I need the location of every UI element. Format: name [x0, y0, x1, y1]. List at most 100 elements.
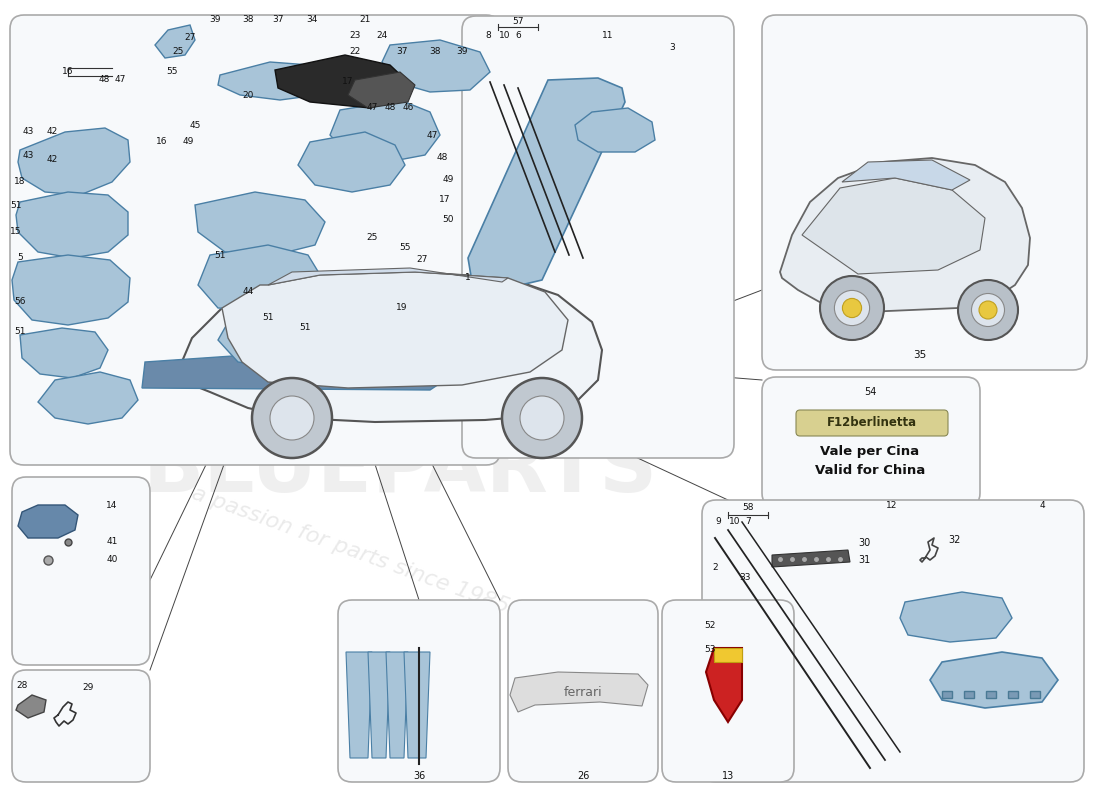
Polygon shape — [368, 652, 390, 758]
Text: 40: 40 — [107, 555, 118, 565]
FancyBboxPatch shape — [796, 410, 948, 436]
Text: 41: 41 — [107, 538, 118, 546]
Polygon shape — [155, 25, 195, 58]
Polygon shape — [386, 652, 408, 758]
Text: 27: 27 — [185, 34, 196, 42]
Text: 47: 47 — [427, 130, 438, 139]
Polygon shape — [275, 55, 408, 108]
Text: 21: 21 — [360, 15, 371, 25]
Polygon shape — [175, 272, 602, 422]
Text: 47: 47 — [366, 103, 377, 113]
Text: 37: 37 — [396, 47, 408, 57]
Circle shape — [520, 396, 564, 440]
Text: 26: 26 — [576, 771, 590, 781]
Text: 54: 54 — [864, 387, 877, 397]
Text: 45: 45 — [189, 121, 200, 130]
Text: 19: 19 — [396, 303, 408, 313]
Circle shape — [958, 280, 1018, 340]
Text: 25: 25 — [366, 234, 377, 242]
Bar — [942, 691, 952, 698]
Circle shape — [270, 396, 314, 440]
Text: 5: 5 — [18, 254, 23, 262]
Text: 20: 20 — [242, 90, 254, 99]
Text: Vale per Cina: Vale per Cina — [821, 446, 920, 458]
Text: 7: 7 — [745, 518, 751, 526]
Polygon shape — [842, 160, 970, 190]
FancyBboxPatch shape — [762, 15, 1087, 370]
Circle shape — [502, 378, 582, 458]
Polygon shape — [218, 62, 330, 100]
Polygon shape — [802, 178, 984, 274]
Text: 57: 57 — [513, 18, 524, 26]
Polygon shape — [930, 652, 1058, 708]
Text: 39: 39 — [209, 15, 221, 25]
Bar — [986, 691, 996, 698]
Polygon shape — [222, 272, 568, 388]
Text: 28: 28 — [16, 681, 28, 690]
Polygon shape — [404, 652, 430, 758]
Text: 36: 36 — [412, 771, 425, 781]
Text: 48: 48 — [384, 103, 396, 113]
Text: 10: 10 — [499, 30, 510, 39]
Bar — [964, 691, 974, 698]
Polygon shape — [780, 158, 1030, 312]
Text: F12berlinetta: F12berlinetta — [827, 417, 917, 430]
Text: 1: 1 — [465, 274, 471, 282]
Text: 43: 43 — [22, 150, 34, 159]
Text: Valid for China: Valid for China — [815, 463, 925, 477]
FancyBboxPatch shape — [338, 600, 500, 782]
Text: 8: 8 — [485, 30, 491, 39]
Text: 48: 48 — [98, 75, 110, 85]
Polygon shape — [510, 672, 648, 712]
Polygon shape — [346, 652, 372, 758]
Polygon shape — [575, 108, 654, 152]
Text: 42: 42 — [46, 127, 57, 137]
Text: 25: 25 — [173, 47, 184, 57]
Text: 58: 58 — [742, 503, 754, 513]
Text: 29: 29 — [82, 683, 94, 693]
FancyBboxPatch shape — [702, 500, 1084, 782]
Polygon shape — [298, 132, 405, 192]
Text: 16: 16 — [63, 67, 74, 77]
Text: 2: 2 — [712, 563, 718, 573]
Text: 38: 38 — [429, 47, 441, 57]
Circle shape — [835, 290, 870, 326]
Text: 47: 47 — [114, 75, 125, 85]
Text: 14: 14 — [107, 501, 118, 510]
Polygon shape — [16, 192, 128, 258]
Polygon shape — [142, 342, 452, 390]
Text: 30: 30 — [858, 538, 870, 548]
Text: 38: 38 — [242, 15, 254, 25]
Text: 32: 32 — [948, 535, 960, 545]
Text: 53: 53 — [704, 646, 716, 654]
Bar — [1030, 691, 1040, 698]
Text: 55: 55 — [166, 67, 178, 77]
Text: 22: 22 — [350, 47, 361, 57]
Circle shape — [979, 301, 997, 319]
Circle shape — [820, 276, 884, 340]
Polygon shape — [900, 592, 1012, 642]
FancyBboxPatch shape — [762, 514, 980, 652]
Text: 11: 11 — [603, 30, 614, 39]
Polygon shape — [772, 550, 850, 567]
Text: 12: 12 — [887, 501, 898, 510]
Text: 46: 46 — [403, 103, 414, 113]
Text: 39: 39 — [456, 47, 468, 57]
Polygon shape — [330, 100, 440, 162]
Text: 51: 51 — [10, 201, 22, 210]
Polygon shape — [348, 72, 415, 108]
Text: 56: 56 — [14, 298, 25, 306]
Text: ferrari: ferrari — [563, 686, 603, 698]
Polygon shape — [39, 372, 138, 424]
Text: 50: 50 — [442, 215, 453, 225]
Text: 52: 52 — [704, 621, 716, 630]
Text: 33: 33 — [739, 574, 750, 582]
Text: 48: 48 — [437, 154, 448, 162]
FancyBboxPatch shape — [662, 600, 794, 782]
Circle shape — [971, 294, 1004, 326]
Text: 4: 4 — [1040, 501, 1045, 510]
Polygon shape — [268, 268, 508, 285]
Bar — [1008, 691, 1018, 698]
Polygon shape — [12, 255, 130, 325]
Polygon shape — [18, 505, 78, 538]
